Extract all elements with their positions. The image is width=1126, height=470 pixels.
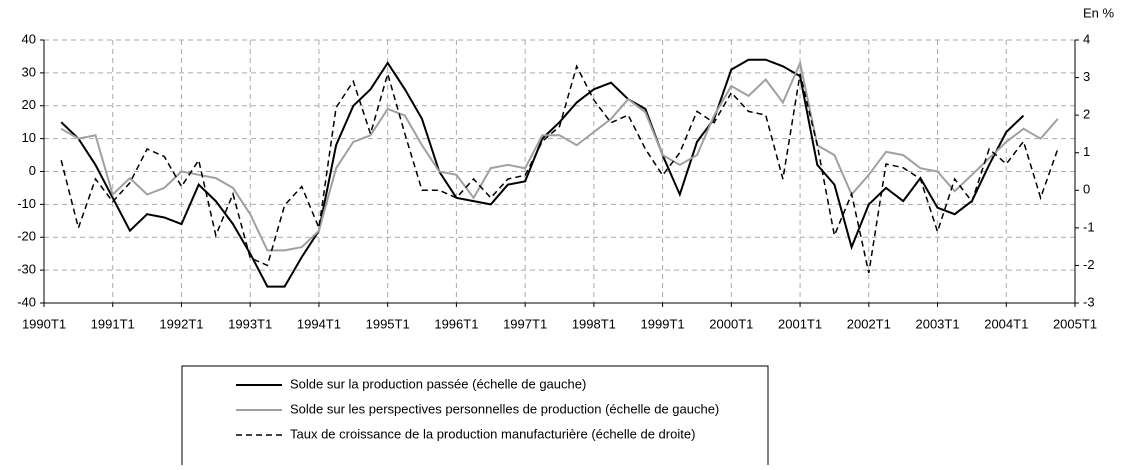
series-line: [60, 59, 1059, 252]
y-tick-label: -40: [17, 294, 36, 309]
x-tick-label: 1999T1: [641, 316, 685, 331]
legend-label: Solde sur les perspectives personnelles …: [290, 401, 719, 416]
series-line: [60, 58, 1025, 288]
x-tick-label: 1992T1: [159, 316, 203, 331]
y-tick-label: 0: [29, 163, 36, 178]
y-tick-label: -20: [17, 229, 36, 244]
x-tick-label: 2004T1: [984, 316, 1028, 331]
y2-tick-label: 1: [1083, 144, 1090, 159]
y-tick-label: 30: [22, 64, 36, 79]
x-tick-label: 1990T1: [22, 316, 66, 331]
x-tick-label: 1998T1: [572, 316, 616, 331]
x-tick-label: 2003T1: [915, 316, 959, 331]
y-tick-label: 10: [22, 130, 36, 145]
x-tick-label: 1994T1: [297, 316, 341, 331]
y-tick-label: 20: [22, 97, 36, 112]
y2-axis-label: En %: [1083, 5, 1115, 20]
x-tick-label: 1996T1: [434, 316, 478, 331]
x-tick-label: 2005T1: [1053, 316, 1097, 331]
y-tick-label: 40: [22, 31, 36, 46]
x-tick-label: 1993T1: [228, 316, 272, 331]
x-tick-label: 2001T1: [778, 316, 822, 331]
y2-tick-label: 0: [1083, 182, 1090, 197]
y2-tick-label: -3: [1083, 294, 1095, 309]
legend-label: Taux de croissance de la production manu…: [290, 426, 695, 441]
y2-tick-label: 2: [1083, 107, 1090, 122]
x-tick-label: 2000T1: [709, 316, 753, 331]
legend-label: Solde sur la production passée (échelle …: [290, 376, 586, 391]
series-line: [60, 64, 1059, 274]
x-tick-label: 1991T1: [91, 316, 135, 331]
x-tick-label: 2002T1: [847, 316, 891, 331]
legend-box: [181, 365, 769, 470]
y2-tick-label: -1: [1083, 219, 1095, 234]
y-tick-label: -30: [17, 262, 36, 277]
y2-tick-label: 4: [1083, 31, 1090, 46]
y2-tick-label: 3: [1083, 69, 1090, 84]
y2-tick-label: -2: [1083, 257, 1095, 272]
y-tick-label: -10: [17, 196, 36, 211]
x-tick-label: 1997T1: [503, 316, 547, 331]
x-tick-label: 1995T1: [366, 316, 410, 331]
